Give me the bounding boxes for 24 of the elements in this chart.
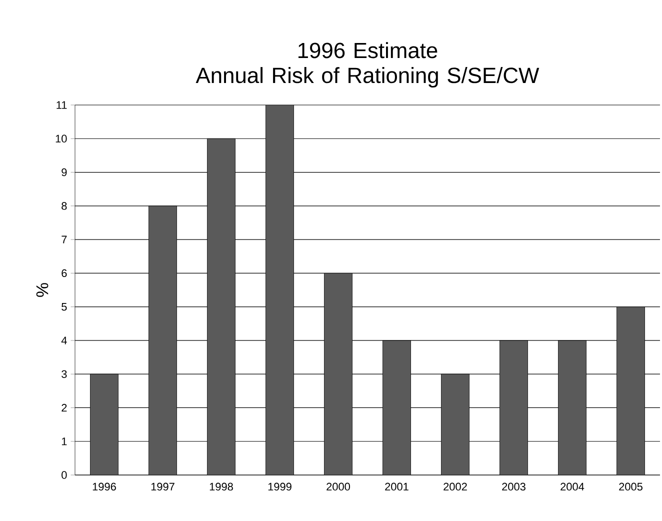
- y-tick-label: 4: [61, 336, 67, 344]
- y-tick-label: 5: [62, 303, 67, 311]
- x-tick-label: 1999: [268, 482, 292, 491]
- y-tick-label: 8: [62, 202, 67, 210]
- y-tick-label: 1: [62, 438, 67, 446]
- x-tick-label: 1997: [151, 482, 174, 491]
- y-tick-label: 0: [62, 471, 67, 479]
- x-tick-label: 2005: [619, 482, 642, 491]
- y-tick-label: 3: [62, 370, 67, 378]
- x-tick-label: 2004: [560, 482, 584, 491]
- y-tick-label: 2: [62, 404, 67, 412]
- y-tick-label: 9: [62, 168, 67, 176]
- y-tick-label: 10: [56, 134, 67, 143]
- y-tick-label: 6: [62, 269, 67, 278]
- x-tick-label: 2003: [502, 482, 526, 491]
- x-tick-label: 1996: [92, 482, 116, 491]
- x-tick-label: 1998: [210, 482, 233, 491]
- x-tick-label: 2001: [385, 482, 408, 491]
- x-tick-label: 2000: [326, 482, 350, 491]
- y-tick-label: 7: [62, 236, 67, 244]
- chart-title: 1996 Estimate Annual Risk of Rationing S/SE/CW: [196, 42, 540, 88]
- x-tick-label: 2002: [444, 482, 467, 491]
- y-tick-label: 11: [56, 101, 67, 109]
- y-axis-title: %: [36, 283, 48, 297]
